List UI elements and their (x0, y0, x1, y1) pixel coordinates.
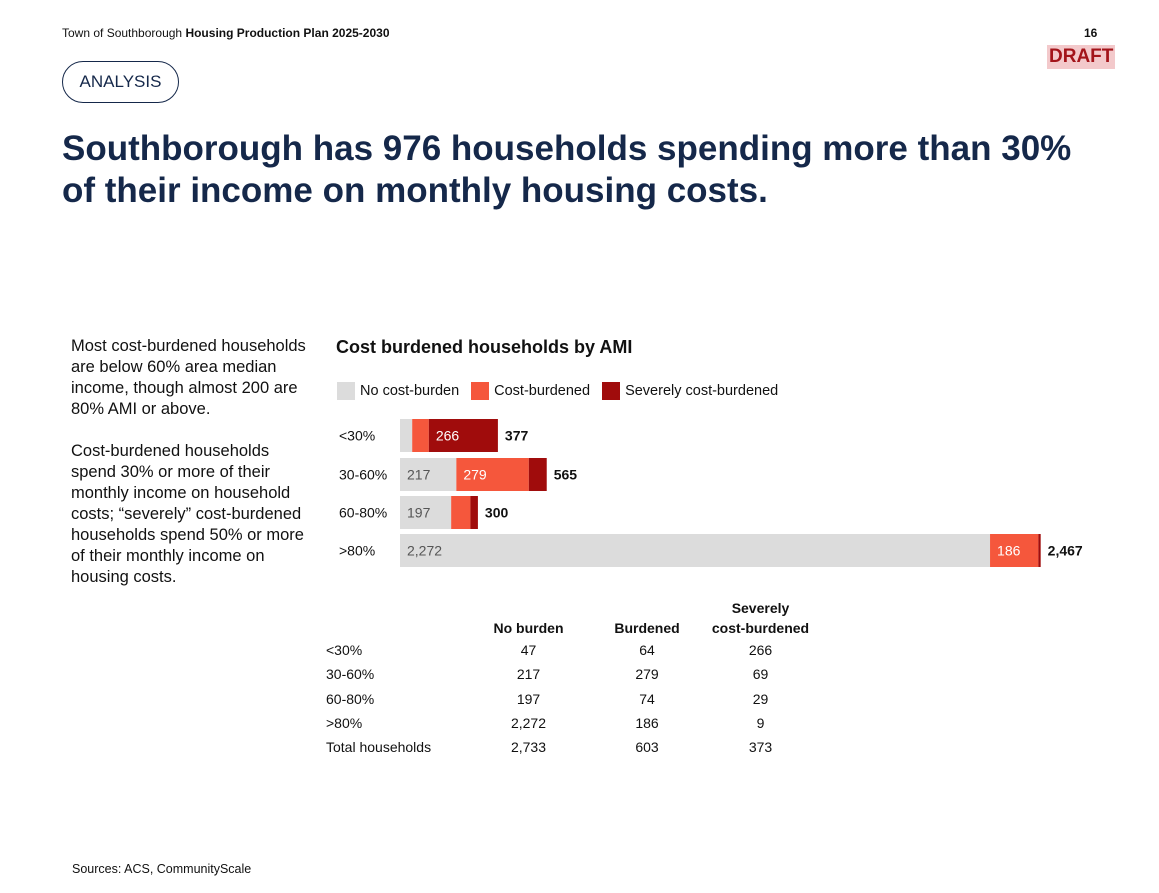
bar-segment (400, 458, 457, 491)
segment-label: 186 (997, 543, 1021, 559)
sources-note: Sources: ACS, CommunityScale (72, 862, 252, 876)
bar-segment (1038, 534, 1041, 567)
table-row-total: Total households 2,733 603 373 (326, 735, 813, 759)
table-cell: 2,733 (510, 739, 547, 756)
bar-segment (400, 419, 413, 452)
legend-item-severe: Severely cost-burdened (602, 382, 778, 400)
category-label: 30-60% (339, 467, 387, 483)
bar-segment (400, 496, 452, 529)
bar-segment (451, 496, 471, 529)
bar-segment (470, 496, 478, 529)
table-header-severe-line-2: cost-burdened (711, 620, 810, 636)
table-cell: 29 (752, 690, 769, 707)
table-cell: Total households (326, 739, 432, 756)
legend-swatch-severe (602, 382, 621, 400)
burden-data-table: No burden Burdened Severely cost-burdene… (326, 598, 813, 759)
segment-label: 266 (436, 428, 460, 444)
table-cell: 603 (635, 739, 659, 756)
table-row: <30% 47 64 266 (326, 638, 813, 662)
table-cell: 266 (748, 642, 773, 659)
table-cell: 30-60% (326, 666, 375, 683)
chart-legend: No cost-burden Cost-burdened Severely co… (337, 382, 790, 400)
table-row: >80% 2,272 186 9 (326, 711, 813, 735)
segment-label: 217 (407, 467, 431, 483)
table-header-severe-line-1: Severely (731, 600, 790, 616)
segment-label: 2,272 (407, 543, 442, 559)
bar-segment (528, 458, 547, 491)
table-cell: 74 (639, 690, 655, 707)
bar-segment (412, 419, 429, 452)
table-cell: 9 (756, 715, 765, 732)
header-doc-title: Housing Production Plan 2025-2030 (185, 26, 390, 40)
table-row: 30-60% 217 279 69 (326, 662, 813, 686)
legend-label-severe: Severely cost-burdened (625, 383, 779, 399)
segment-label: 279 (463, 467, 487, 483)
legend-swatch-burdened (471, 382, 490, 400)
table-header-row: No burden Burdened Severely cost-burdene… (326, 598, 813, 638)
legend-item-burdened: Cost-burdened (471, 382, 590, 400)
table-cell: >80% (326, 715, 363, 732)
table-cell: 186 (635, 715, 659, 732)
category-label: <30% (339, 428, 375, 444)
side-commentary: Most cost-burdened households are below … (71, 336, 306, 609)
table-header-no-burden: No burden (493, 620, 564, 636)
table-cell: 279 (635, 666, 659, 683)
legend-label-no-burden: No cost-burden (360, 383, 460, 399)
table-cell: 197 (516, 690, 541, 707)
page-headline: Southborough has 976 households spending… (62, 129, 1072, 210)
table-cell: 217 (516, 666, 541, 683)
table-header-blank (326, 598, 471, 638)
draft-badge: DRAFT (1047, 45, 1116, 69)
table-cell: 2,272 (510, 715, 547, 732)
legend-swatch-no-burden (337, 382, 355, 400)
bar-segment (990, 534, 1039, 567)
table-cell: 60-80% (326, 690, 375, 707)
side-paragraph-1: Most cost-burdened households are below … (71, 337, 306, 418)
table-cell: <30% (326, 642, 363, 659)
total-label: 300 (485, 505, 509, 521)
side-paragraph-2: Cost-burdened households spend 30% or mo… (71, 442, 304, 586)
category-label: 60-80% (339, 505, 387, 521)
table-cell: 47 (520, 642, 537, 659)
page-number: 16 (1084, 26, 1098, 40)
table-cell: 373 (748, 739, 773, 756)
total-label: 2,467 (1048, 543, 1083, 559)
table-cell: 64 (639, 642, 655, 659)
legend-label-burdened: Cost-burdened (494, 383, 591, 399)
bar-segment (400, 534, 991, 567)
section-tag: ANALYSIS (62, 61, 179, 103)
bar-segment (428, 419, 498, 452)
header-org: Town of Southborough (62, 26, 183, 40)
running-header: Town of Southborough Housing Production … (62, 26, 390, 40)
total-label: 565 (554, 467, 578, 483)
table-row: 60-80% 197 74 29 (326, 687, 813, 711)
table-header-severe: Severely cost-burdened (708, 598, 813, 638)
bar-segment (456, 458, 529, 491)
category-label: >80% (339, 543, 375, 559)
table-header-burdened: Burdened (614, 620, 680, 636)
total-label: 377 (505, 428, 529, 444)
chart-title: Cost burdened households by AMI (336, 337, 633, 357)
table-cell: 69 (752, 666, 769, 683)
legend-item-no-burden: No cost-burden (337, 382, 459, 400)
segment-label: 197 (407, 505, 431, 521)
